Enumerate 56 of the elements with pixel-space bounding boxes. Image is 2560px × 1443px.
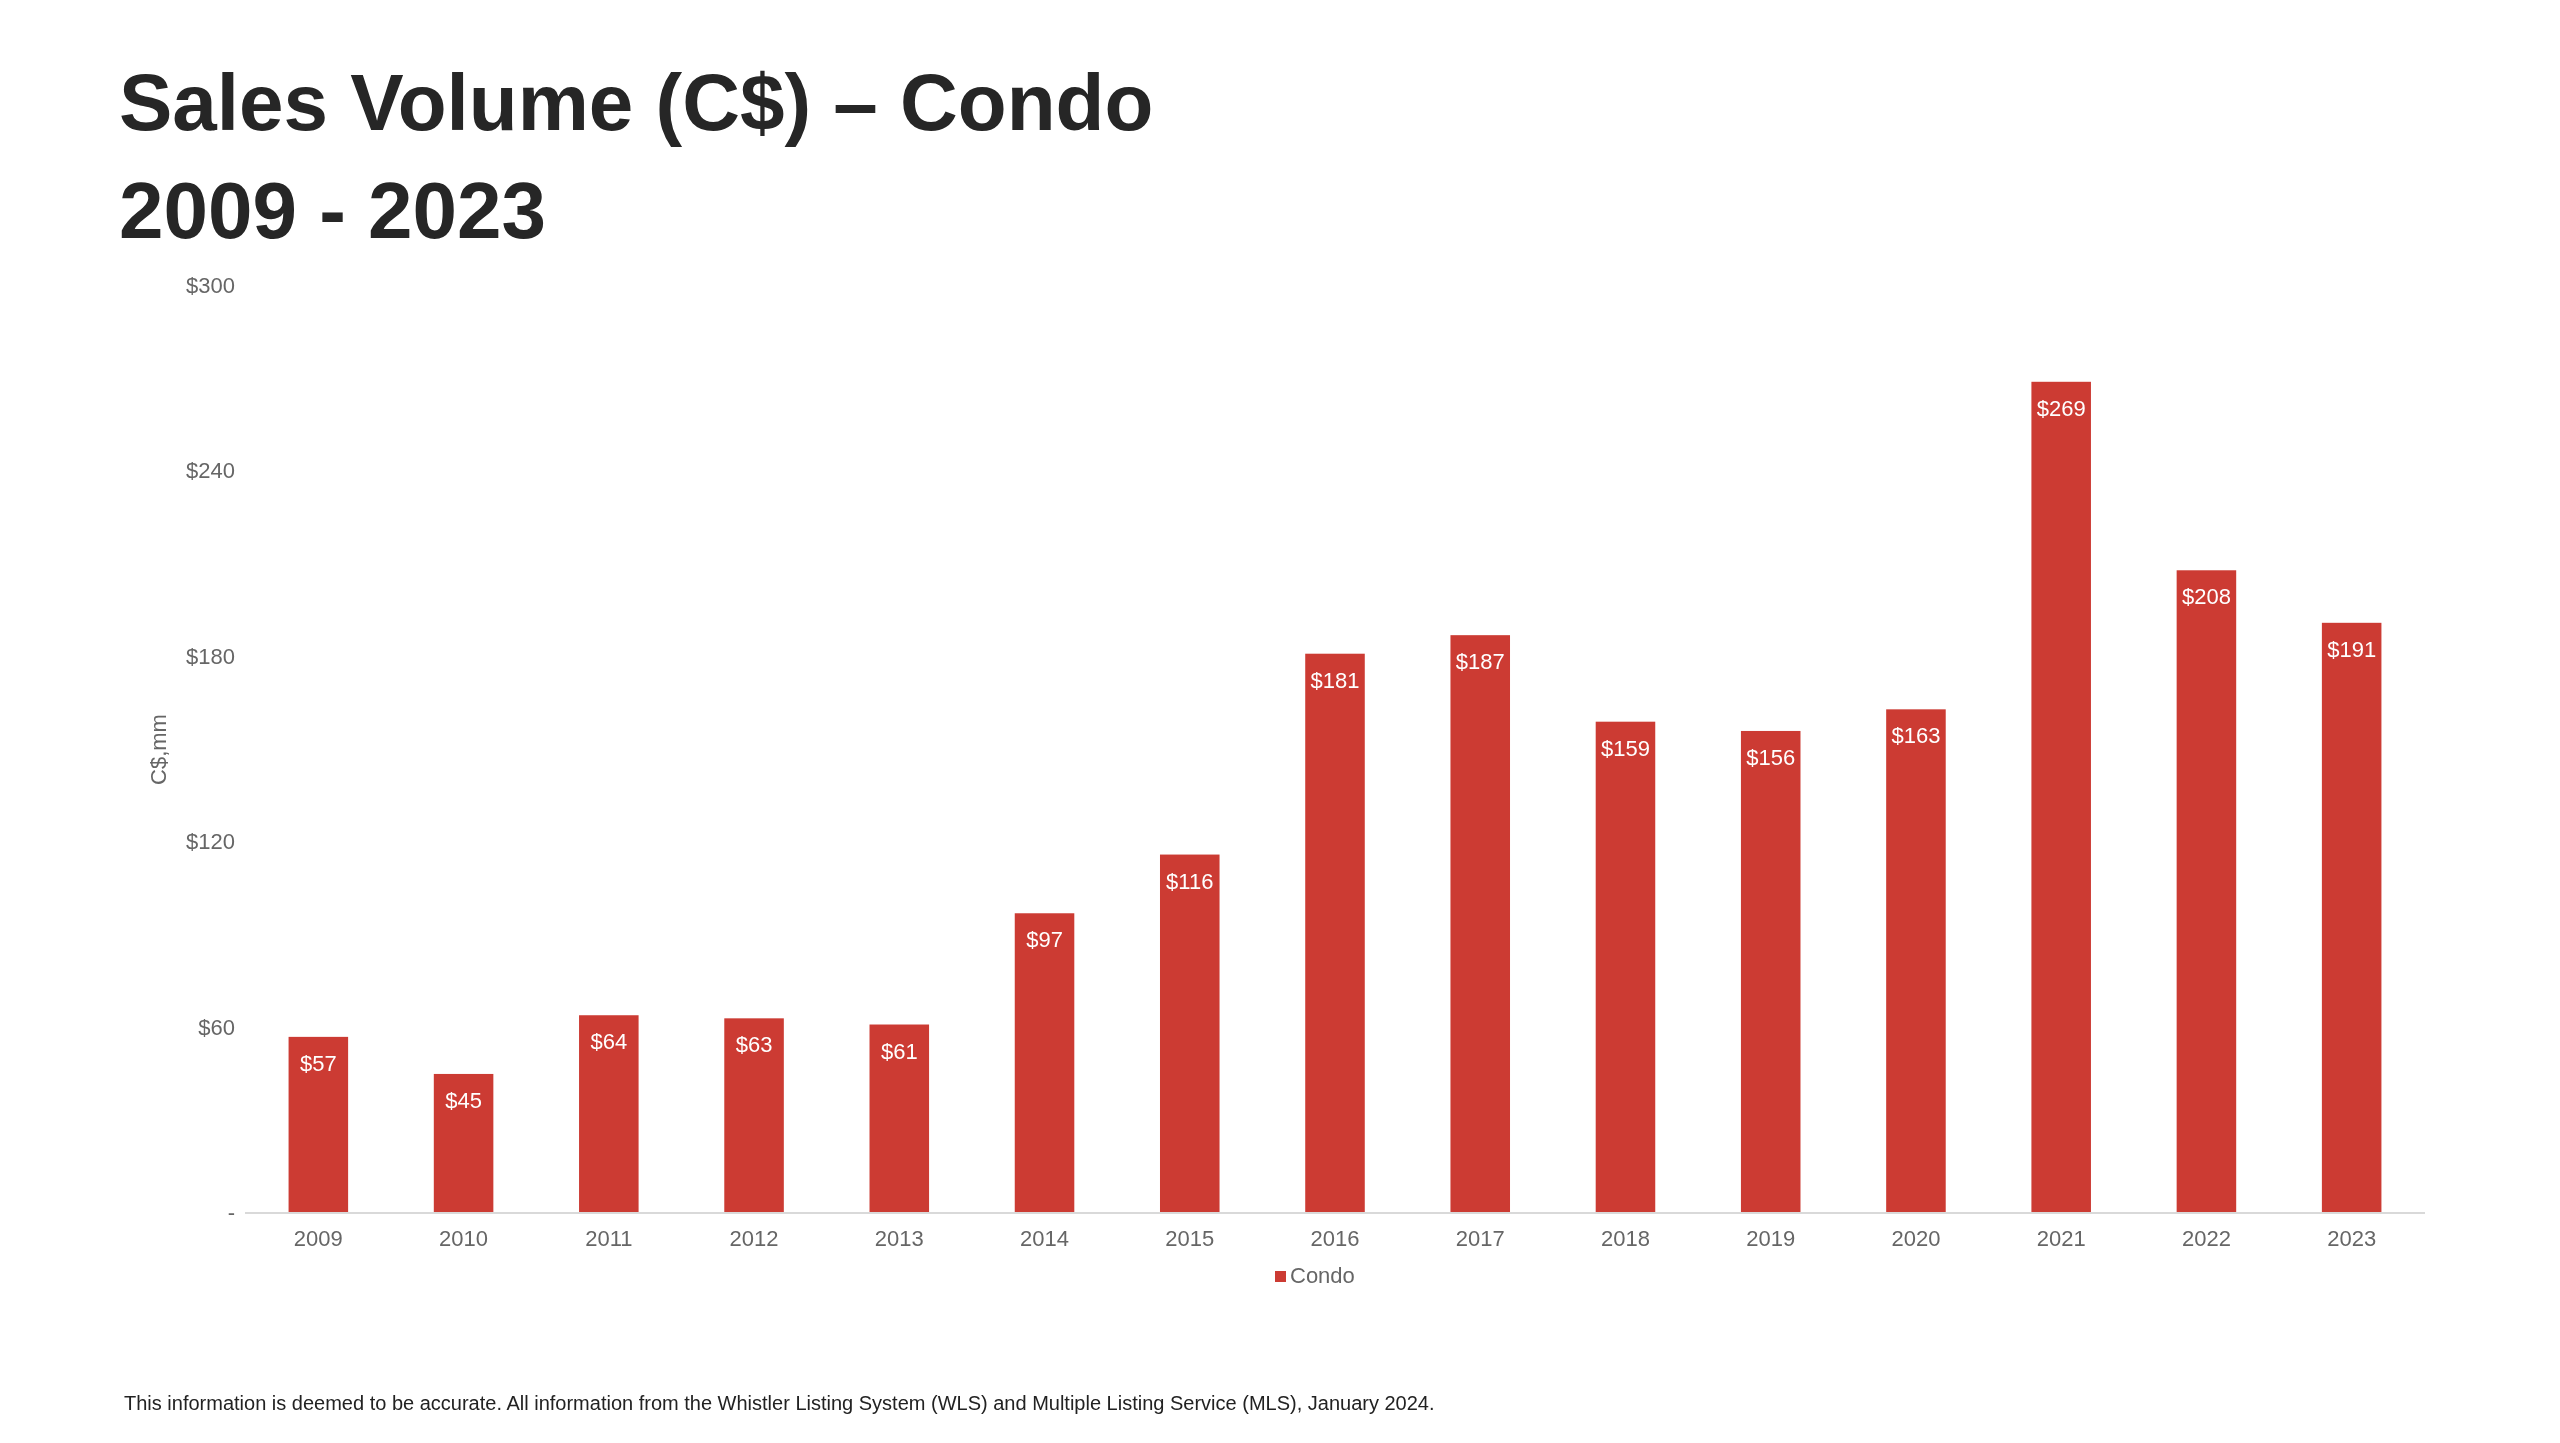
bar [433, 1073, 494, 1213]
data-label: $61 [880, 1038, 918, 1064]
bar [2176, 570, 2237, 1213]
x-tick-label: 2023 [2327, 1226, 2377, 1251]
x-tick-label: 2012 [729, 1226, 779, 1251]
y-tick-label: $60 [198, 1014, 235, 1040]
data-label: $191 [2327, 636, 2377, 662]
bar [1014, 913, 1075, 1213]
data-label: $187 [1455, 649, 1505, 675]
data-label: $45 [445, 1087, 482, 1113]
x-tick-label: 2015 [1165, 1226, 1215, 1251]
y-tick-label: $240 [186, 458, 235, 484]
x-tick-label: 2010 [439, 1226, 489, 1251]
x-tick-label: 2019 [1746, 1226, 1796, 1251]
x-tick-label: 2020 [1891, 1226, 1941, 1251]
bar [1305, 653, 1365, 1213]
bar [2321, 622, 2382, 1213]
data-label: $159 [1601, 735, 1650, 761]
bar [288, 1036, 349, 1213]
x-tick-label: 2009 [293, 1226, 343, 1251]
data-label: $64 [590, 1029, 628, 1055]
x-tick-label: 2011 [585, 1226, 633, 1251]
y-tick-label: $300 [186, 273, 235, 298]
x-tick-label: 2013 [874, 1226, 924, 1251]
chart-title: Sales Volume (C$) – Condo [119, 58, 1154, 147]
data-label: $181 [1310, 667, 1360, 693]
x-tick-label: 2021 [2036, 1226, 2086, 1251]
x-tick-label: 2016 [1310, 1226, 1360, 1251]
data-label: $57 [299, 1050, 337, 1076]
text: This information is deemed to be accurate. All information from the Whistler Listing System (WLS) and Multiple Listing Service (MLS), January 2024. [124, 1392, 1435, 1414]
data-label: $208 [2181, 584, 2231, 610]
y-tick-label: $180 [186, 643, 235, 669]
data-label: $63 [735, 1032, 773, 1058]
data-label: $156 [1746, 744, 1796, 770]
data-label: $97 [1026, 927, 1063, 953]
x-tick-label: 2022 [2181, 1226, 2231, 1251]
bar [1159, 854, 1220, 1213]
data-label: $269 [2036, 395, 2086, 421]
x-tick-label: 2014 [1020, 1226, 1069, 1251]
data-label: $163 [1891, 723, 1941, 749]
bar [869, 1024, 930, 1213]
y-tick-label: $120 [186, 829, 235, 855]
legend-label: Condo [1290, 1263, 1355, 1288]
bar [724, 1018, 784, 1213]
x-tick-label: 2017 [1455, 1226, 1505, 1251]
bar [579, 1015, 639, 1213]
y-tick-label: - [227, 1200, 235, 1225]
chart-subtitle: 2009 - 2023 [119, 166, 547, 255]
bar [1740, 730, 1801, 1213]
bar [1450, 635, 1511, 1213]
bar [2031, 381, 2091, 1213]
bar [1595, 721, 1656, 1213]
data-label: $116 [1166, 868, 1214, 894]
bar [1886, 709, 1946, 1213]
y-axis-title: C$,mm [146, 714, 171, 785]
x-tick-label: 2018 [1601, 1226, 1650, 1251]
